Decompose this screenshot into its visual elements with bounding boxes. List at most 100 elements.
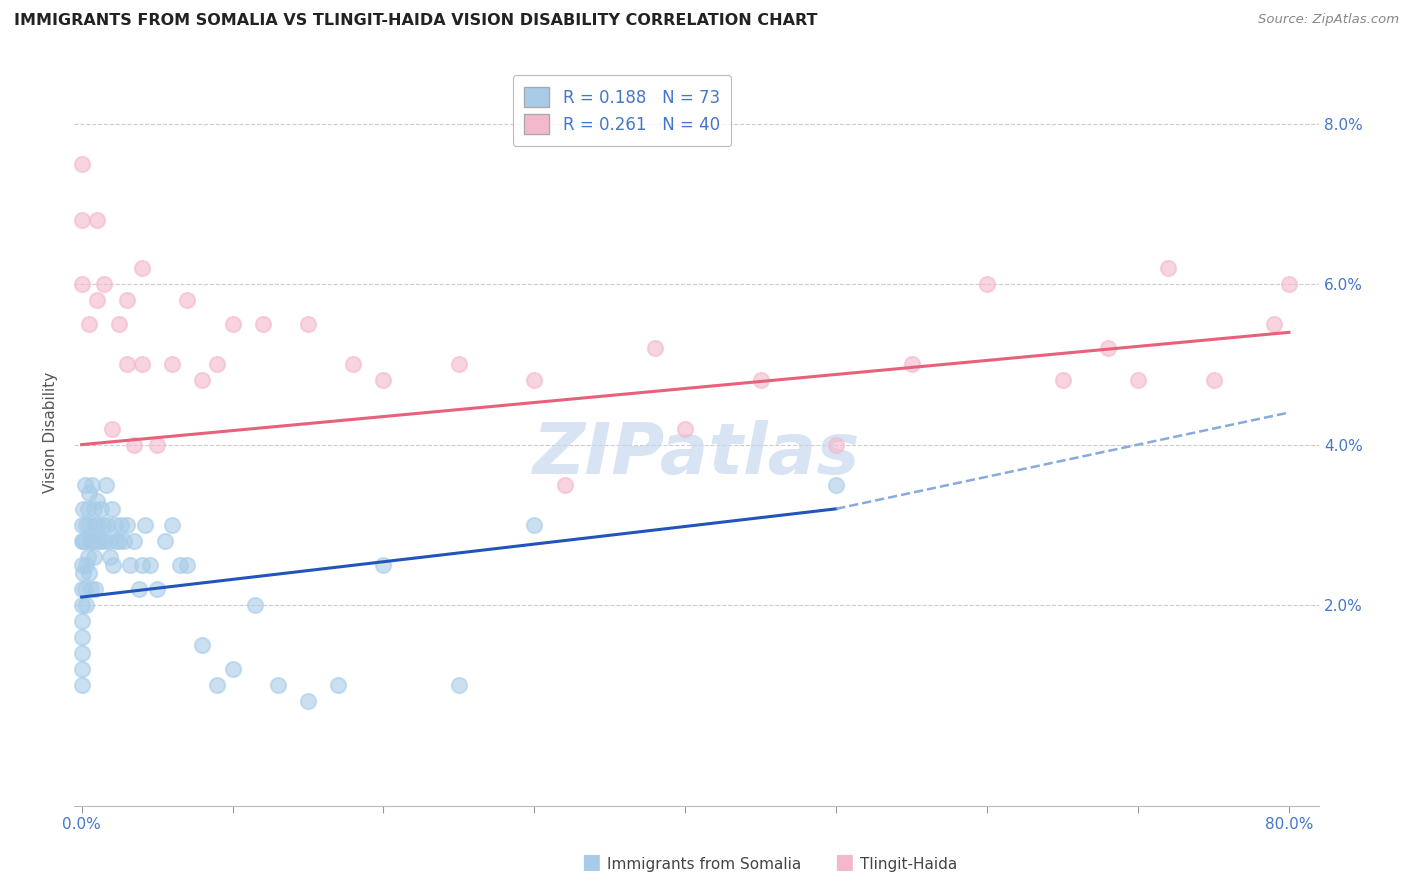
Point	[89, 533, 111, 548]
Point	[86, 533, 108, 548]
Point	[87, 517, 110, 532]
Point	[328, 678, 350, 692]
Point	[1157, 261, 1180, 276]
Point	[82, 533, 104, 548]
Point	[112, 533, 135, 548]
Point	[70, 614, 93, 628]
Point	[825, 477, 848, 491]
Point	[673, 421, 696, 435]
Point	[160, 358, 183, 372]
Point	[103, 558, 125, 572]
Point	[825, 437, 848, 451]
Point	[93, 277, 115, 292]
Point	[97, 533, 120, 548]
Point	[83, 549, 105, 564]
Point	[93, 533, 115, 548]
Point	[191, 374, 214, 388]
Point	[131, 358, 153, 372]
Point	[523, 517, 546, 532]
Point	[342, 358, 364, 372]
Point	[191, 638, 214, 652]
Text: ZIPatlas: ZIPatlas	[533, 420, 860, 490]
Text: Source: ZipAtlas.com: Source: ZipAtlas.com	[1258, 13, 1399, 27]
Point	[70, 517, 93, 532]
Point	[124, 437, 146, 451]
Point	[73, 477, 96, 491]
Point	[70, 582, 93, 596]
Point	[70, 598, 93, 612]
Point	[373, 558, 395, 572]
Point	[447, 358, 470, 372]
Point	[70, 630, 93, 644]
Point	[900, 358, 922, 372]
Point	[86, 493, 108, 508]
Point	[373, 374, 395, 388]
Point	[70, 558, 93, 572]
Point	[221, 318, 243, 332]
Point	[105, 533, 128, 548]
Point	[160, 517, 183, 532]
Point	[77, 517, 100, 532]
Point	[118, 558, 141, 572]
Point	[96, 517, 118, 532]
Point	[221, 662, 243, 676]
Point	[94, 477, 117, 491]
Point	[252, 318, 274, 332]
Point	[207, 358, 229, 372]
Point	[110, 517, 132, 532]
Point	[90, 501, 112, 516]
Point	[131, 558, 153, 572]
Point	[176, 558, 198, 572]
Point	[169, 558, 191, 572]
Point	[76, 501, 98, 516]
Point	[146, 582, 169, 596]
Point	[91, 517, 114, 532]
Point	[73, 582, 96, 596]
Point	[76, 549, 98, 564]
Point	[115, 358, 138, 372]
Point	[124, 533, 146, 548]
Point	[447, 678, 470, 692]
Text: IMMIGRANTS FROM SOMALIA VS TLINGIT-HAIDA VISION DISABILITY CORRELATION CHART: IMMIGRANTS FROM SOMALIA VS TLINGIT-HAIDA…	[14, 13, 817, 29]
Point	[83, 501, 105, 516]
Point	[108, 318, 131, 332]
Point	[1097, 342, 1119, 356]
Point	[72, 533, 94, 548]
Point	[1126, 374, 1149, 388]
Text: Immigrants from Somalia: Immigrants from Somalia	[607, 857, 801, 872]
Point	[75, 558, 97, 572]
Point	[146, 437, 169, 451]
Point	[1263, 318, 1285, 332]
Point	[73, 533, 96, 548]
Point	[80, 582, 103, 596]
Point	[77, 485, 100, 500]
Text: Tlingit-Haida: Tlingit-Haida	[860, 857, 957, 872]
Point	[84, 517, 107, 532]
Point	[75, 598, 97, 612]
Point	[297, 318, 319, 332]
Point	[153, 533, 176, 548]
Point	[138, 558, 160, 572]
Point	[245, 598, 267, 612]
Point	[86, 293, 108, 308]
Point	[554, 477, 576, 491]
Point	[75, 517, 97, 532]
Point	[70, 213, 93, 227]
Point	[101, 421, 124, 435]
Point	[1278, 277, 1301, 292]
Point	[82, 477, 104, 491]
Point	[523, 374, 546, 388]
Y-axis label: Vision Disability: Vision Disability	[44, 372, 58, 493]
Point	[115, 293, 138, 308]
Point	[176, 293, 198, 308]
Point	[84, 582, 107, 596]
Point	[70, 533, 93, 548]
Point	[80, 533, 103, 548]
Point	[267, 678, 290, 692]
Point	[644, 342, 666, 356]
Point	[976, 277, 998, 292]
Point	[70, 277, 93, 292]
Point	[77, 318, 100, 332]
Point	[86, 213, 108, 227]
Text: ■: ■	[834, 853, 853, 872]
